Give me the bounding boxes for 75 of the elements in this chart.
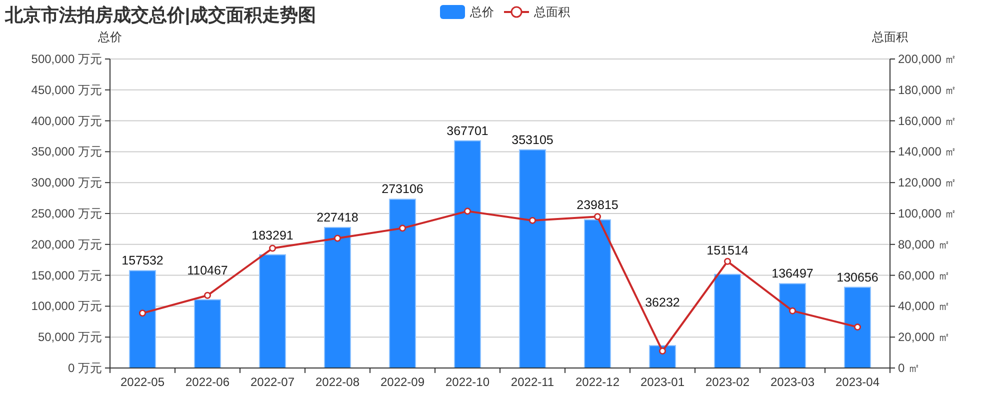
data-label: 110467 — [187, 264, 228, 278]
bar — [389, 198, 416, 368]
y2-axis-title: 总面积 — [871, 30, 908, 44]
y2-tick-label: 40,000 ㎡ — [898, 299, 950, 314]
point — [334, 234, 341, 242]
y2-tick-label: 0 ㎡ — [898, 361, 920, 375]
data-label: 157532 — [122, 254, 164, 268]
data-label: 36232 — [645, 296, 680, 310]
bar — [649, 345, 676, 368]
y2-tick-label: 20,000 ㎡ — [898, 330, 950, 344]
point — [464, 208, 471, 215]
point — [399, 224, 406, 232]
y2-tick-label: 100,000 ㎡ — [898, 206, 957, 220]
data-label: 367701 — [446, 124, 488, 138]
data-label: 136497 — [772, 266, 814, 281]
y-tick-label: 350,000 万元 — [31, 144, 102, 159]
y2-tick-label: 140,000 ㎡ — [898, 144, 957, 159]
y-tick-label: 150,000 万元 — [31, 268, 102, 282]
bar — [779, 283, 806, 368]
bar — [714, 274, 741, 368]
y2-tick-label: 120,000 ㎡ — [898, 176, 957, 190]
y-tick-label: 400,000 万元 — [31, 114, 102, 128]
bar — [129, 270, 156, 368]
legend-label: 总价 — [469, 5, 494, 19]
data-label: 130656 — [836, 270, 878, 284]
data-label: 353105 — [512, 132, 554, 147]
x-tick-label: 2022-09 — [380, 375, 425, 389]
y-tick-label: 50,000 万元 — [38, 330, 102, 344]
point — [659, 348, 666, 355]
point — [529, 216, 536, 224]
x-tick-label: 2022-06 — [185, 375, 230, 389]
bar — [324, 226, 351, 368]
y2-tick-label: 180,000 ㎡ — [898, 82, 957, 97]
y-tick-label: 500,000 万元 — [31, 52, 102, 66]
point — [204, 292, 211, 299]
bar — [454, 140, 481, 368]
x-tick-label: 2022-10 — [445, 375, 490, 389]
point — [139, 310, 146, 317]
y-tick-label: 200,000 万元 — [31, 237, 102, 252]
y-tick-label: 450,000 万元 — [31, 82, 102, 97]
bar — [259, 254, 286, 368]
bar — [519, 149, 546, 368]
data-label: 239815 — [576, 198, 618, 212]
x-tick-label: 2022-08 — [315, 375, 360, 389]
x-tick-label: 2023-01 — [640, 375, 685, 389]
bar — [194, 299, 221, 368]
x-tick-label: 2022-05 — [120, 375, 165, 389]
y-tick-label: 0 万元 — [68, 361, 102, 375]
point — [854, 324, 861, 331]
y2-tick-label: 60,000 ㎡ — [898, 268, 950, 282]
data-label: 227418 — [316, 210, 358, 224]
x-tick-label: 2023-04 — [835, 375, 880, 389]
y-tick-label: 250,000 万元 — [31, 206, 102, 220]
y2-tick-label: 80,000 ㎡ — [898, 237, 950, 252]
y2-tick-label: 160,000 ㎡ — [898, 114, 957, 128]
point — [789, 307, 796, 314]
legend-label: 总面积 — [533, 5, 570, 19]
bar — [584, 219, 611, 368]
x-tick-label: 2023-03 — [770, 375, 815, 389]
x-tick-label: 2023-02 — [705, 375, 750, 389]
data-label: 183291 — [252, 228, 294, 243]
x-tick-label: 2022-12 — [575, 375, 620, 389]
point — [724, 258, 731, 265]
data-label: 273106 — [382, 182, 424, 196]
y-axis-title: 总价 — [97, 30, 122, 44]
data-label: 151514 — [706, 243, 748, 258]
point — [269, 244, 276, 252]
y-tick-label: 100,000 万元 — [31, 299, 102, 314]
y2-tick-label: 200,000 ㎡ — [898, 52, 957, 66]
point — [594, 213, 601, 220]
x-tick-label: 2022-07 — [250, 375, 295, 389]
x-tick-label: 2022-11 — [510, 375, 554, 389]
chart-title: 北京市法拍房成交总价|成交面积走势图 — [4, 5, 316, 25]
bar — [844, 286, 871, 368]
y-tick-label: 300,000 万元 — [31, 176, 102, 190]
